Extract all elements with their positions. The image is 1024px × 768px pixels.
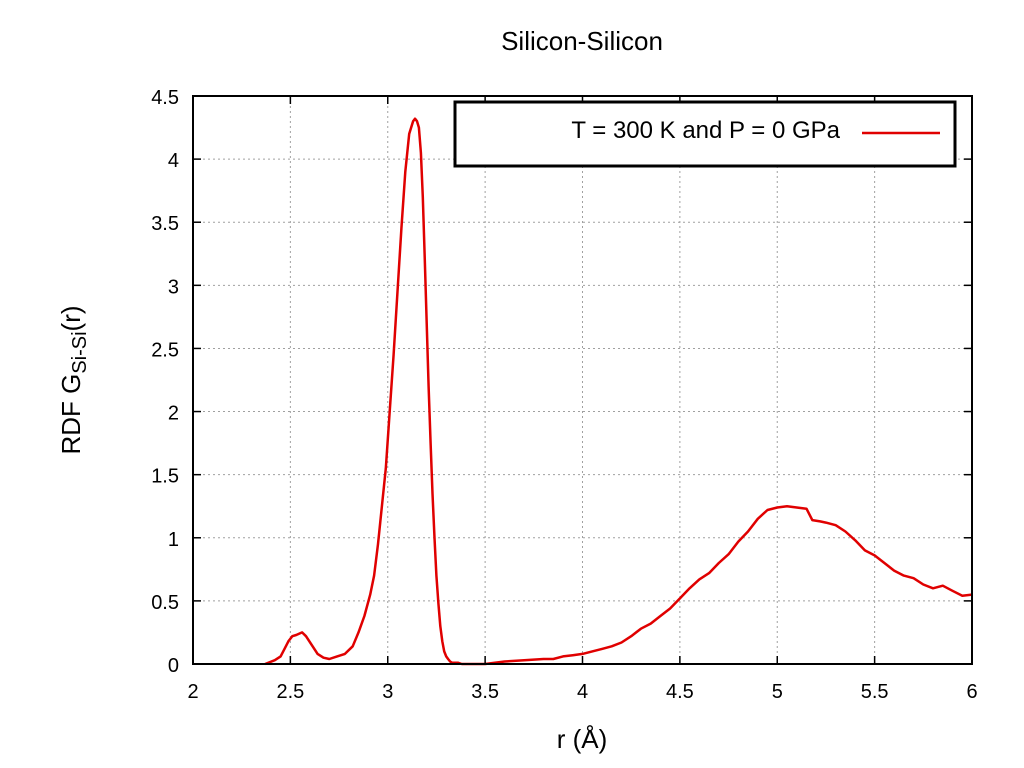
y-tick-label: 2	[168, 403, 179, 425]
x-tick-label: 4.5	[666, 681, 694, 703]
grid-lines	[193, 96, 972, 664]
y-tick-label: 3	[168, 276, 179, 298]
y-tick-label: 1	[168, 529, 179, 551]
x-tick-label: 3	[382, 681, 393, 703]
x-tick-label: 5.5	[861, 681, 889, 703]
y-axis-label-main: RDF G	[56, 374, 86, 455]
y-axis-label-suffix: (r)	[56, 305, 86, 331]
x-axis-label: r (Å)	[557, 724, 608, 754]
x-tick-labels: 2 2.5 3 3.5 4 4.5 5 5.5 6	[187, 681, 977, 703]
y-axis-label: RDF GSi-Si(r)	[56, 305, 91, 454]
y-tick-label: 0	[168, 655, 179, 677]
y-tick-label: 4	[168, 150, 179, 172]
y-tick-label: 2.5	[151, 339, 179, 361]
x-tick-label: 2	[187, 681, 198, 703]
x-tick-label: 5	[772, 681, 783, 703]
y-axis-label-subscript: Si-Si	[69, 331, 91, 373]
x-tick-label: 4	[577, 681, 588, 703]
x-tick-label: 6	[966, 681, 977, 703]
series-group	[264, 117, 973, 666]
x-tick-label: 2.5	[276, 681, 304, 703]
legend-label: T = 300 K and P = 0 GPa	[571, 117, 840, 144]
y-tick-label: 0.5	[151, 592, 179, 614]
y-tick-label: 3.5	[151, 213, 179, 235]
y-tick-label: 1.5	[151, 466, 179, 488]
series-line	[264, 117, 973, 666]
legend: T = 300 K and P = 0 GPa	[453, 100, 957, 168]
y-tick-label: 4.5	[151, 87, 179, 109]
x-tick-label: 3.5	[471, 681, 499, 703]
y-tick-labels: 0 0.5 1 1.5 2 2.5 3 3.5 4 4.5	[151, 87, 179, 677]
chart-title: Silicon-Silicon	[501, 26, 663, 56]
